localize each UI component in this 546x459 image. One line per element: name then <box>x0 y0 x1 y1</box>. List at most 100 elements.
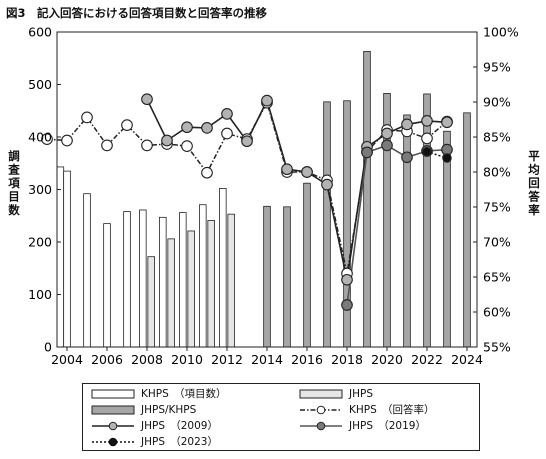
legend-swatch-white-bar <box>91 389 135 398</box>
point-jhps-2009-2008 <box>141 93 153 106</box>
figure-title: 図3 記入回答における回答項目数と回答率の推移 <box>6 6 267 20</box>
x-tick-label: 2018 <box>331 352 363 367</box>
point-khps-rate-2008 <box>141 139 153 152</box>
legend-label: KHPS （項目数） <box>141 388 227 400</box>
chart: 0 100 200 300 400 500 600 55% 60% 65% 70% 75% 80% 85%… <box>28 25 519 368</box>
point-jhps-2009-2010 <box>181 121 193 134</box>
point-jhps-2009-2016 <box>301 166 313 178</box>
legend-label: JHPS （2009） <box>141 420 218 432</box>
y-right-tick-label: 85% <box>483 130 511 145</box>
legend-label: JHPS/KHPS <box>141 403 197 416</box>
bar-khps-items-2007 <box>123 211 131 348</box>
bar-khps-items-2004 <box>63 170 71 348</box>
y-left-tick-label: 200 <box>28 235 52 250</box>
bar-jhps-2010 <box>187 230 195 348</box>
axes-layer: 0 100 200 300 400 500 600 55% 60% 65% 70% 75% 80% 85%… <box>28 25 519 368</box>
point-khps-rate-2012 <box>221 127 233 140</box>
y-right-tick-label: 70% <box>483 235 511 250</box>
point-khps-rate-2010 <box>181 140 193 152</box>
point-jhps-2023-2023 <box>442 153 452 163</box>
bar-khps-items-2008 <box>139 209 147 348</box>
y-axis-right-label: 平均回答率 <box>527 150 541 218</box>
y-left-tick-label: 400 <box>28 130 52 145</box>
legend-item-khps-items: KHPS （項目数） <box>91 387 227 400</box>
bar-jhps-khps-2021 <box>403 114 411 348</box>
bar-khps-items-2011 <box>199 204 207 348</box>
bar-jhps-2012 <box>227 213 235 348</box>
point-jhps-2019-2018 <box>341 299 353 311</box>
point-jhps-2019-2020 <box>381 139 393 152</box>
bar-jhps-2008 <box>147 256 155 348</box>
y-right-tick-label: 80% <box>483 165 511 180</box>
bar-khps-items-2003 <box>56 166 65 348</box>
point-khps-rate-2011 <box>201 166 213 179</box>
x-tick-label: 2010 <box>171 352 203 367</box>
line-jhps-2009 <box>146 98 448 280</box>
y-right-tick-label: 90% <box>483 95 511 110</box>
point-jhps-2009-2022 <box>421 115 433 127</box>
legend-item-jhps-2019: JHPS （2019） <box>299 419 426 432</box>
point-jhps-2009-2009 <box>161 134 173 147</box>
point-jhps-2009-2020 <box>381 127 393 140</box>
legend-item-jhps-2023: JHPS （2023） <box>91 435 218 448</box>
x-tick-label: 2012 <box>211 352 243 367</box>
point-jhps-2009-2014 <box>261 94 273 107</box>
bar-khps-items-2010 <box>179 212 187 348</box>
x-tick-label: 2006 <box>91 352 123 367</box>
point-khps-rate-2006 <box>101 139 113 152</box>
point-khps-rate-2022 <box>421 132 433 145</box>
bar-jhps-2009 <box>167 238 175 348</box>
legend-item-khps-rate: KHPS （回答率） <box>299 403 435 416</box>
legend-swatch-dashdot-line <box>300 405 342 414</box>
bar-jhps-khps-2015 <box>283 206 291 348</box>
bar-jhps-khps-2017 <box>323 101 331 348</box>
x-tick-label: 2022 <box>411 352 443 367</box>
bar-jhps-khps-2014 <box>263 205 271 348</box>
bar-jhps-khps-2023 <box>443 130 451 348</box>
point-jhps-2009-2018 <box>341 273 353 286</box>
point-jhps-2009-2023 <box>441 116 453 129</box>
bar-khps-items-2005 <box>83 193 91 348</box>
y-left-tick-label: 600 <box>28 25 52 40</box>
point-jhps-2009-2012 <box>221 108 233 120</box>
x-tick-label: 2014 <box>251 352 283 367</box>
y-axis-left-label: 調査項目数 <box>7 150 21 218</box>
y-left-tick-label: 100 <box>28 287 52 302</box>
x-tick-label: 2016 <box>291 352 323 367</box>
point-jhps-2023-2022 <box>422 146 432 157</box>
bars-layer <box>56 51 471 348</box>
x-tick-label: 2004 <box>51 352 83 367</box>
x-tick-label: 2024 <box>451 352 483 367</box>
bar-jhps-khps-2019 <box>363 51 371 348</box>
bar-khps-items-2006 <box>103 223 111 348</box>
legend-label: JHPS （2023） <box>141 436 218 448</box>
legend-swatch-dotted-line <box>92 437 134 446</box>
point-jhps-2019-2021 <box>401 151 413 164</box>
x-tick-label: 2008 <box>131 352 163 367</box>
y-right-tick-label: 60% <box>483 305 511 320</box>
bar-khps-items-2012 <box>219 188 227 348</box>
bar-khps-items-2009 <box>159 216 167 348</box>
legend-swatch-gray-bar <box>91 405 135 414</box>
y-left-tick-label: 500 <box>28 77 52 92</box>
x-tick-label: 2020 <box>371 352 403 367</box>
y-right-tick-label: 75% <box>483 200 511 215</box>
point-khps-rate-2005 <box>81 111 93 124</box>
bar-jhps-khps-2016 <box>303 182 311 348</box>
legend-swatch-solid-line <box>92 421 134 430</box>
legend-swatch-light-bar <box>299 389 343 398</box>
point-khps-rate-2003 <box>41 133 53 145</box>
y-right-tick-label: 65% <box>483 270 511 285</box>
y-left-tick-label: 300 <box>28 182 52 197</box>
legend-swatch-gray-line <box>300 421 342 430</box>
markers-layer <box>41 93 453 311</box>
y-right-tick-label: 95% <box>483 60 511 75</box>
y-right-tick-label: 55% <box>483 340 511 355</box>
bar-jhps-khps-2024 <box>463 112 471 348</box>
legend-label: JHPS （2019） <box>349 420 426 432</box>
legend-item-jhps-bar: JHPS <box>299 387 373 400</box>
point-jhps-2009-2015 <box>281 163 293 176</box>
y-right-tick-label: 100% <box>483 25 519 40</box>
point-khps-rate-2004 <box>61 134 73 147</box>
bar-jhps-khps-2022 <box>423 93 431 348</box>
